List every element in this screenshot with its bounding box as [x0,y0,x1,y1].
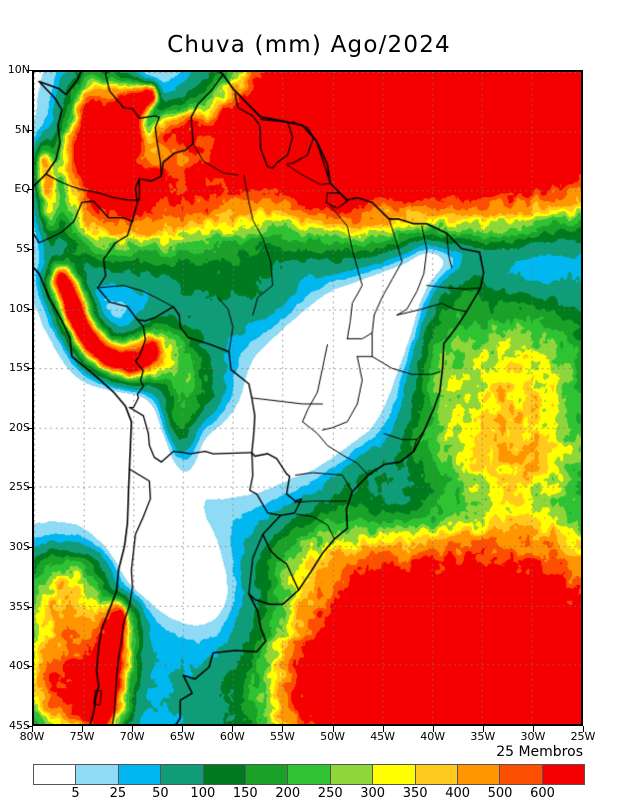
x-axis-tick-mark [82,726,84,732]
y-axis-tick-mark [27,129,33,131]
x-axis-tick-label: 55W [270,730,295,743]
colorbar-swatch[interactable] [245,765,289,784]
colorbar-swatch[interactable] [118,765,162,784]
x-axis-tick-label: 65W [169,730,195,743]
page-title: Chuva (mm) Ago/2024 [167,32,451,58]
y-axis-tick-mark [27,248,33,250]
y-axis-tick-label: 35S [9,599,30,613]
colorbar-tick-label: 400 [445,786,471,801]
colorbar-tick-label: 250 [317,786,343,801]
x-axis-tick-label: 30W [520,730,546,743]
x-axis-tick-mark [583,726,584,732]
y-axis-tick-label: 5S [16,241,30,255]
x-axis-tick-label: 80W [19,730,45,743]
x-axis-tick-label: 75W [69,730,95,743]
colorbar-tick-label: 600 [530,786,555,801]
x-axis-tick-mark [32,726,33,732]
y-axis-tick-label: 10S [9,301,30,315]
y-axis-tick-mark [27,487,33,489]
colorbar[interactable] [33,764,585,785]
x-axis-tick-mark [132,726,134,732]
x-axis-tick-mark [282,726,284,732]
colorbar-tick-label: 50 [152,786,169,801]
colorbar-swatch[interactable] [542,765,585,784]
y-axis-tick-label: EQ [14,182,30,196]
y-axis-tick-label: 25S [9,480,30,494]
y-axis-tick-label: 5N [14,122,30,136]
x-axis-tick-label: 50W [320,730,345,743]
x-axis-tick-mark [532,726,534,732]
colorbar-tick-label: 350 [402,786,428,801]
colorbar-swatch[interactable] [203,765,246,784]
colorbar-swatch[interactable] [500,765,543,784]
y-axis-tick-mark [27,666,33,668]
y-axis-tick-mark [27,308,33,310]
colorbar-tick-label: 300 [360,786,386,801]
x-axis-tick-label: 25W [570,730,596,743]
colorbar-swatch[interactable] [373,765,416,784]
y-axis-tick-mark [27,70,33,71]
colorbar-tick-label: 25 [109,786,127,801]
y-axis-tick-label: 30S [9,540,30,554]
y-axis-tick-mark [27,547,33,549]
y-axis-tick-label: 45S [9,719,30,732]
x-axis-tick-label: 35W [470,730,496,743]
colorbar-tick-label: 500 [487,786,513,801]
colorbar-swatch[interactable] [34,765,77,784]
precipitation-map[interactable] [32,70,583,726]
x-axis-tick-mark [482,726,484,732]
x-axis-tick-label: 60W [219,730,245,743]
colorbar-tick-label: 150 [232,786,258,801]
colorbar-swatch[interactable] [161,765,204,784]
x-axis-tick-label: 45W [370,730,396,743]
colorbar-swatch[interactable] [415,765,458,784]
colorbar-tick-label: 5 [71,786,80,801]
x-axis-tick-label: 70W [119,730,145,743]
x-axis-tick-mark [432,726,434,732]
colorbar-swatch[interactable] [457,765,501,784]
y-axis-tick-mark [27,726,33,727]
x-axis-tick-mark [232,726,234,732]
y-axis-tick-label: 10N [7,63,30,76]
y-axis-tick-mark [27,368,33,370]
y-axis-tick-mark [27,427,33,429]
x-axis-tick-mark [182,726,184,732]
y-axis-tick-label: 20S [9,420,30,434]
y-axis-tick-label: 15S [9,361,30,375]
colorbar-tick-label: 200 [275,786,301,801]
colorbar-swatch[interactable] [330,765,374,784]
x-axis-tick-mark [382,726,384,732]
colorbar-tick-labels: 5 25 50 100 150 200 250 300 350 400 500 600 [33,786,585,802]
x-axis-tick-mark [332,726,334,732]
colorbar-tick-label: 100 [190,786,216,801]
y-axis-tick-mark [27,606,33,608]
y-axis-tick-mark [27,189,33,191]
colorbar-swatch[interactable] [288,765,331,784]
colorbar-swatch[interactable] [76,765,119,784]
ensemble-members-label: 25 Membros [496,744,583,760]
precipitation-field-canvas [34,72,581,724]
x-axis-tick-label: 40W [420,730,446,743]
y-axis-tick-label: 40S [9,659,30,673]
